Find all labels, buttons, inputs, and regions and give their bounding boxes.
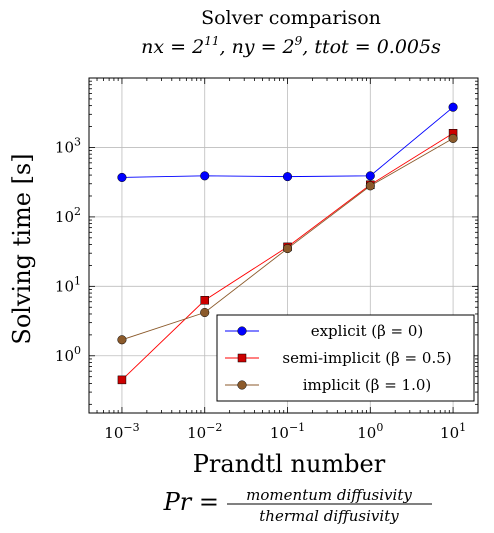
formula-numerator: momentum diffusivity	[246, 486, 412, 504]
data-point	[117, 172, 127, 182]
data-point	[200, 171, 210, 181]
chart-title: Solver comparison	[201, 7, 381, 29]
subtitle-ny: , ny = 2	[219, 36, 294, 58]
x-tick-label: 10−3	[104, 421, 139, 442]
subtitle-nx-exp: 11	[204, 34, 219, 48]
legend: explicit (β = 0) semi-implicit (β = 0.5) i…	[216, 314, 475, 402]
x-tick-label: 10−1	[270, 421, 305, 442]
formula-lhs: Pr =	[163, 488, 219, 516]
y-tick-label: 103	[55, 135, 81, 156]
chart-subtitle: nx = 211, ny = 29, ttot = 0.005s	[141, 34, 441, 58]
data-point	[448, 102, 458, 112]
y-tick-label: 100	[55, 344, 81, 365]
y-tick-label: 101	[55, 274, 81, 295]
x-tick-exp: 1	[459, 421, 466, 434]
data-point	[200, 307, 210, 318]
data-point	[282, 172, 293, 182]
y-tick-base: 10	[55, 138, 74, 156]
series-0	[117, 102, 458, 182]
x-tick-base: 10	[270, 424, 289, 442]
data-point	[448, 133, 458, 143]
series-layer	[117, 102, 458, 385]
x-tick-base: 10	[187, 424, 206, 442]
x-tick-exp: 0	[376, 421, 383, 434]
y-tick-exp: 1	[74, 274, 81, 287]
subtitle-nx: nx = 2	[141, 36, 204, 58]
y-tick-exp: 2	[74, 205, 81, 218]
legend-marker	[237, 326, 247, 336]
formula-denominator: thermal diffusivity	[259, 507, 399, 525]
data-point	[117, 375, 127, 385]
legend-label: implicit (β = 1.0)	[303, 376, 432, 394]
legend-item: explicit (β = 0)	[225, 322, 423, 340]
legend-marker	[237, 380, 247, 390]
data-point	[365, 181, 375, 191]
legend-item: semi-implicit (β = 0.5)	[225, 349, 452, 367]
x-tick-exp: −3	[123, 421, 139, 434]
legend-box	[216, 314, 475, 402]
tick-layer	[89, 78, 478, 413]
y-tick-base: 10	[55, 347, 74, 365]
subtitle-ny-exp: 9	[295, 34, 303, 48]
legend-marker	[237, 353, 247, 363]
x-tick-exp: −2	[206, 421, 222, 434]
legend-item: implicit (β = 1.0)	[225, 376, 431, 394]
y-tick-exp: 3	[74, 135, 81, 148]
x-tick-label: 100	[357, 421, 383, 442]
data-point	[282, 244, 293, 254]
y-tick-base: 10	[55, 277, 74, 295]
x-tick-base: 10	[440, 424, 459, 442]
y-tick-exp: 0	[74, 344, 81, 357]
y-tick-label: 102	[55, 205, 81, 226]
legend-label: semi-implicit (β = 0.5)	[282, 349, 451, 367]
y-tick-base: 10	[55, 208, 74, 226]
x-tick-base: 10	[104, 424, 123, 442]
x-tick-label: 101	[440, 421, 466, 442]
data-point	[117, 335, 127, 345]
x-tick-label: 10−2	[187, 421, 222, 442]
series-2	[117, 133, 458, 345]
y-axis-label: Solving time [s]	[8, 153, 36, 344]
x-axis-label: Prandtl number	[193, 450, 386, 478]
data-point	[200, 296, 209, 305]
x-tick-exp: −1	[289, 421, 305, 434]
data-point	[365, 171, 375, 181]
x-tick-base: 10	[357, 424, 376, 442]
subtitle-ttot: , ttot = 0.005s	[302, 36, 441, 58]
legend-label: explicit (β = 0)	[311, 322, 424, 340]
